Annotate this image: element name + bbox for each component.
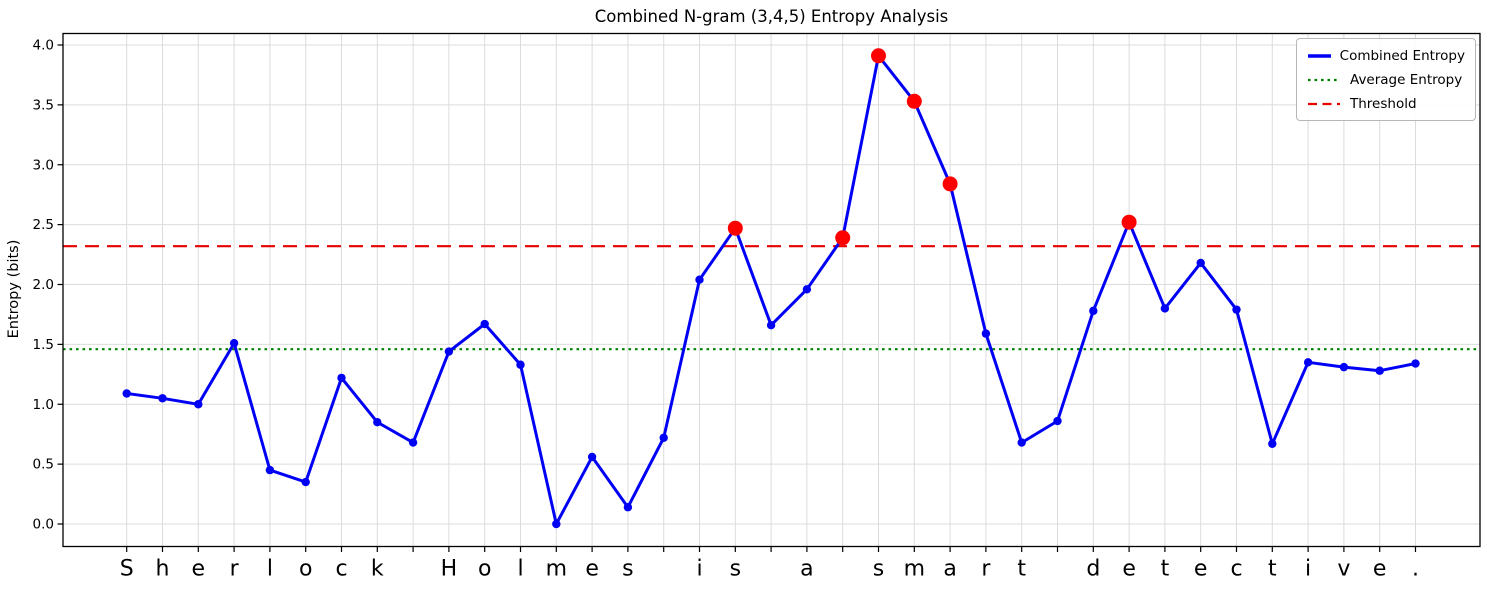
x-tick-label: a [800, 557, 813, 582]
data-point [444, 347, 454, 356]
data-point [1196, 258, 1205, 268]
x-tick-label: i [696, 557, 702, 582]
x-tick-label: o [299, 557, 312, 582]
y-tick-label: 1.0 [33, 397, 54, 413]
high-entropy-point [871, 48, 886, 64]
data-point [1303, 358, 1313, 367]
y-tick-label: 2.0 [33, 277, 54, 293]
y-tick-label: 0.0 [33, 517, 54, 533]
x-tick-label: o [478, 557, 491, 582]
data-point [695, 275, 704, 284]
x-tick-label: i [1305, 557, 1311, 582]
high-entropy-point [835, 230, 851, 246]
plot-border [62, 32, 1481, 548]
x-tick-label: k [371, 557, 384, 582]
data-point [802, 285, 812, 294]
x-tick-label: e [192, 557, 206, 582]
data-point [1232, 305, 1241, 314]
data-point [265, 465, 275, 475]
legend-line-sample [1308, 102, 1340, 105]
legend-item-threshold: Threshold [1307, 95, 1465, 112]
x-tick-label: d [1086, 557, 1100, 582]
x-tick-label: l [517, 557, 523, 582]
data-point [122, 389, 131, 398]
data-point [1339, 362, 1349, 372]
legend-label: Combined Entropy [1339, 47, 1465, 64]
high-entropy-point [1121, 214, 1137, 230]
x-tick-label: t [1268, 557, 1277, 582]
data-point [516, 360, 525, 369]
high-entropy-point [906, 93, 922, 109]
x-tick-label: e [1373, 557, 1387, 582]
data-point [158, 394, 167, 403]
legend-item-average-entropy: Average Entropy [1307, 71, 1465, 88]
data-point [1160, 304, 1170, 313]
data-point [1268, 439, 1277, 448]
x-tick-label: . [1412, 557, 1419, 582]
data-point [981, 329, 991, 338]
x-tick-label: v [1337, 557, 1350, 582]
y-tick-label: 3.5 [33, 97, 54, 113]
chart-title: Combined N-gram (3,4,5) Entropy Analysis [594, 7, 949, 26]
x-tick-label: s [730, 557, 741, 582]
data-point [587, 452, 597, 462]
high-entropy-point [727, 220, 743, 236]
data-point [408, 438, 418, 447]
data-point [194, 400, 203, 409]
data-point [1411, 359, 1420, 368]
x-tick-label: h [156, 557, 170, 582]
data-point [480, 319, 489, 329]
x-tick-label: t [1161, 557, 1170, 582]
data-point [766, 321, 776, 330]
x-tick-label: c [335, 557, 347, 582]
x-tick-label: c [1230, 557, 1242, 582]
legend-item-combined-entropy: Combined Entropy [1307, 47, 1465, 64]
high-entropy-point [942, 176, 958, 192]
data-point [1053, 416, 1062, 426]
y-tick-label: 0.5 [33, 457, 54, 473]
y-tick-label: 1.5 [33, 337, 54, 353]
x-tick-label: m [546, 557, 567, 582]
data-point [1089, 306, 1098, 316]
x-tick-label: t [1017, 557, 1026, 582]
legend-label: Average Entropy [1350, 71, 1463, 88]
x-tick-label: e [585, 557, 599, 582]
data-point [623, 503, 633, 512]
data-point [1375, 366, 1384, 375]
x-tick-label: r [981, 557, 991, 582]
x-tick-label: a [943, 557, 956, 582]
data-point [229, 338, 239, 348]
x-tick-label: e [1194, 557, 1208, 582]
x-tick-label: l [267, 557, 273, 582]
y-tick-label: 4.0 [33, 38, 54, 54]
x-tick-label: r [230, 557, 240, 582]
y-tick-label: 2.5 [33, 217, 54, 233]
legend: Combined Entropy Average Entropy Threshold [1296, 38, 1476, 121]
data-point [337, 373, 346, 383]
x-tick-label: s [622, 557, 633, 582]
data-point [659, 433, 668, 442]
y-tick-label: 3.0 [33, 157, 54, 173]
data-point [1017, 438, 1026, 447]
x-tick-label: H [441, 557, 458, 582]
x-tick-label: e [1122, 557, 1136, 582]
data-point [552, 519, 561, 529]
x-tick-label: s [873, 557, 884, 582]
legend-label: Threshold [1350, 95, 1417, 112]
x-tick-label: m [904, 557, 925, 582]
x-tick-label: S [120, 557, 134, 582]
data-point [301, 477, 310, 487]
data-point [373, 418, 382, 427]
legend-line-sample [1308, 53, 1331, 58]
legend-line-sample [1308, 78, 1340, 81]
